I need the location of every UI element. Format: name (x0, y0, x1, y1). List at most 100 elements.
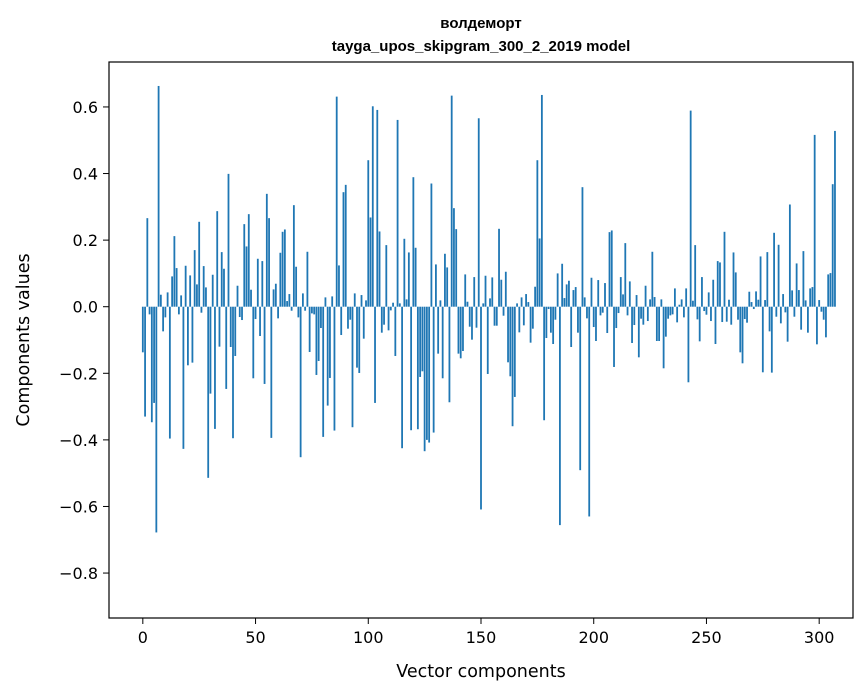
bar (728, 299, 730, 307)
y-tick-label: 0.6 (73, 98, 98, 117)
bar (543, 306, 546, 421)
bar (207, 306, 210, 478)
bar (223, 268, 225, 307)
bar (683, 306, 685, 318)
bar (193, 250, 196, 307)
bar (338, 265, 340, 307)
bar (750, 302, 753, 307)
bar (588, 306, 591, 517)
bar (698, 306, 701, 342)
bar (676, 306, 679, 323)
bar (507, 306, 509, 363)
bar (482, 303, 485, 307)
bar (646, 306, 649, 322)
bar (234, 306, 237, 356)
bar (791, 290, 794, 307)
bar (777, 244, 780, 307)
bar (513, 306, 516, 397)
bar (162, 306, 165, 332)
bar (559, 306, 561, 526)
bar (462, 306, 464, 351)
bar (425, 306, 428, 440)
bar (259, 306, 261, 337)
bar (732, 252, 735, 307)
bar (759, 256, 762, 307)
bar (696, 306, 699, 320)
bar (775, 306, 778, 317)
bar (407, 252, 410, 307)
bar (714, 306, 717, 344)
bar (536, 160, 539, 307)
bar (757, 299, 760, 307)
bar (376, 109, 379, 307)
bar (764, 300, 766, 307)
bar (667, 306, 670, 319)
bar (554, 306, 557, 320)
bar (250, 289, 252, 307)
bar (680, 299, 683, 307)
bar (168, 306, 171, 439)
bar (755, 291, 757, 307)
bar (484, 275, 487, 307)
bar (315, 306, 318, 375)
bar (322, 306, 325, 437)
bar (412, 177, 415, 307)
x-tick-label: 150 (466, 628, 497, 647)
bar (306, 251, 309, 307)
bar (818, 300, 821, 307)
bar (423, 306, 426, 452)
bar (752, 306, 755, 310)
bar (471, 306, 473, 340)
bar (710, 306, 712, 322)
bar (173, 236, 176, 307)
bar (678, 304, 681, 307)
bar (211, 274, 214, 307)
chart-title: волдеморт (440, 15, 521, 32)
bar (504, 271, 507, 307)
bar (761, 306, 764, 373)
bar (491, 277, 494, 307)
bar (556, 273, 559, 307)
axis-ticks: 0 50 100 150 200 250 300 −0.8 −0.6 −0.4 −0.2 0.0 0.2… (59, 98, 834, 647)
x-tick-label: 250 (691, 628, 722, 647)
y-tick-label: 0.4 (73, 165, 98, 184)
bar (141, 306, 144, 353)
bar (367, 160, 370, 307)
bar (599, 306, 602, 316)
y-tick-label: 0.2 (73, 231, 98, 250)
chart-subtitle: tayga_upos_skipgram_300_2_2019 model (332, 38, 631, 55)
bar (241, 306, 243, 321)
bar (297, 306, 300, 318)
bar (527, 302, 530, 307)
bar (365, 300, 367, 307)
bar (394, 306, 397, 356)
bar (398, 303, 401, 307)
bar (561, 263, 564, 307)
bar (741, 306, 744, 364)
bar (374, 306, 376, 403)
bar (236, 285, 239, 307)
bar (464, 274, 467, 307)
bar (281, 231, 284, 307)
bar (809, 288, 812, 307)
bar (324, 297, 327, 307)
bar (227, 173, 230, 307)
bar (574, 287, 577, 307)
bar (475, 306, 478, 328)
bar (622, 294, 624, 307)
bar (692, 300, 694, 307)
bar (444, 253, 446, 307)
bar (182, 306, 185, 449)
bar (353, 293, 356, 307)
bar (446, 267, 449, 307)
bar (743, 306, 746, 320)
y-tick-label: −0.4 (59, 431, 98, 450)
bar (344, 184, 347, 307)
bar (640, 306, 642, 319)
bar (516, 303, 518, 307)
bar (403, 238, 406, 307)
bar (283, 229, 286, 307)
bar (439, 300, 442, 307)
bar (263, 306, 266, 384)
